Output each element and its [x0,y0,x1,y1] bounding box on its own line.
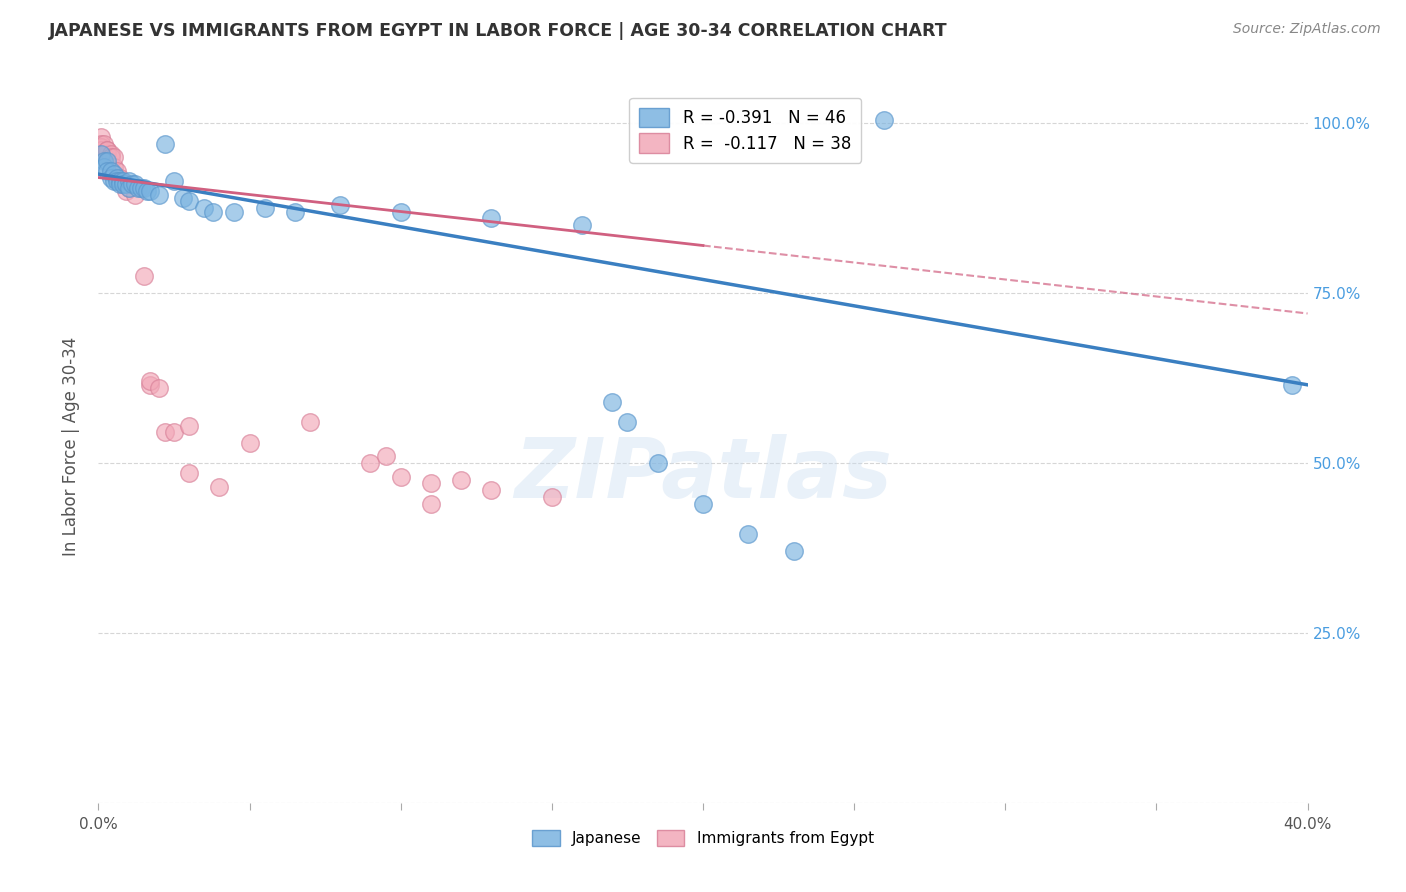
Point [139,375,162,389]
Point [108,178,131,192]
Point [90,140,112,154]
Point [93,146,115,161]
Point [118,174,141,188]
Point [111,178,134,192]
Point [100,170,122,185]
Point [108,170,131,185]
Point [163,174,186,188]
Point [103,161,125,175]
Point [132,180,155,194]
Point [208,480,231,494]
Point [121,178,143,192]
Point [96,144,118,158]
Point [114,178,136,192]
Point [783,544,806,558]
Point [179,466,201,480]
Point [193,201,215,215]
Point [360,456,382,470]
Text: Source: ZipAtlas.com: Source: ZipAtlas.com [1233,22,1381,37]
Point [153,136,176,151]
Point [139,377,162,392]
Point [105,163,128,178]
Point [420,476,443,491]
Point [93,136,115,151]
Point [105,170,128,185]
Point [135,184,157,198]
Point [111,174,134,188]
Point [90,129,112,144]
Text: ZIPatlas: ZIPatlas [515,434,891,515]
Point [737,527,759,541]
Point [103,174,125,188]
Point [253,201,276,215]
Point [129,180,152,194]
Point [540,490,562,504]
Point [179,418,201,433]
Point [100,150,122,164]
Point [118,180,141,194]
Point [100,146,122,161]
Point [90,146,112,161]
Point [127,180,149,194]
Point [179,194,201,209]
Point [616,415,638,429]
Point [103,150,125,164]
Point [139,184,162,198]
Point [284,204,307,219]
Point [124,178,146,192]
Point [124,187,146,202]
Point [172,191,194,205]
Point [420,497,443,511]
Point [103,167,125,181]
Point [1281,377,1303,392]
Point [602,394,624,409]
Point [153,425,176,440]
Point [90,136,112,151]
Point [96,153,118,168]
Point [481,211,503,226]
Point [239,435,262,450]
Point [114,184,136,198]
Point [108,174,131,188]
Point [389,469,412,483]
Point [132,269,155,284]
Point [118,180,141,194]
Point [96,146,118,161]
Point [148,187,170,202]
Point [148,381,170,395]
Legend: Japanese, Immigrants from Egypt: Japanese, Immigrants from Egypt [526,824,880,852]
Text: JAPANESE VS IMMIGRANTS FROM EGYPT IN LABOR FORCE | AGE 30-34 CORRELATION CHART: JAPANESE VS IMMIGRANTS FROM EGYPT IN LAB… [49,22,948,40]
Point [96,163,118,178]
Point [647,456,669,470]
Point [374,449,396,463]
Point [389,204,412,219]
Point [329,198,352,212]
Point [100,163,122,178]
Y-axis label: In Labor Force | Age 30-34: In Labor Force | Age 30-34 [62,336,80,556]
Point [224,204,246,219]
Point [93,161,115,175]
Point [873,112,896,127]
Point [571,218,593,232]
Point [299,415,322,429]
Point [111,178,134,192]
Point [692,497,714,511]
Point [90,144,112,158]
Point [96,144,118,158]
Point [202,204,225,219]
Point [450,473,472,487]
Point [93,153,115,168]
Point [105,174,128,188]
Point [163,425,186,440]
Point [481,483,503,498]
